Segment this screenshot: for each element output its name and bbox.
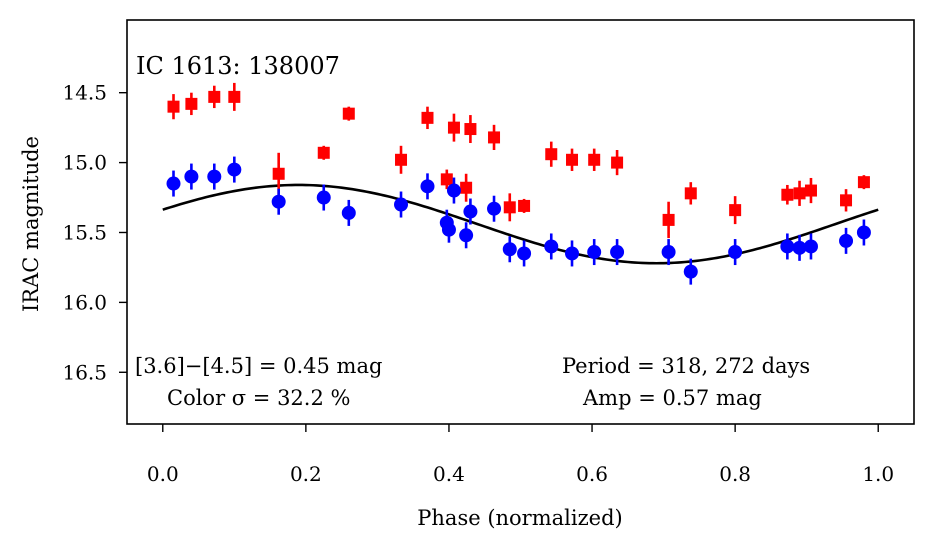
red-data-point	[342, 107, 355, 120]
red-data-point	[793, 187, 806, 200]
blue-data-point	[184, 169, 199, 184]
x-tick-label: 0.8	[719, 462, 751, 486]
red-data-point	[804, 184, 817, 197]
red-data-point	[228, 90, 241, 103]
red-data-point	[662, 213, 675, 226]
blue-data-point	[394, 197, 409, 212]
x-tick-label: 0.6	[576, 462, 608, 486]
y-tick-label: 15.0	[62, 151, 107, 175]
color-annotation: [3.6]−[4.5] = 0.45 mag	[135, 354, 382, 378]
plot-frame	[126, 19, 915, 425]
blue-data-point	[207, 169, 222, 184]
blue-data-point	[227, 162, 242, 177]
blue-data-point	[780, 239, 795, 254]
blue-data-point	[792, 240, 807, 255]
x-tick-label: 1.0	[862, 462, 894, 486]
red-data-point	[684, 187, 697, 200]
y-tick-label: 16.0	[62, 290, 107, 314]
red-data-point	[545, 148, 558, 161]
blue-series-layer	[166, 156, 871, 285]
red-data-point	[503, 201, 516, 214]
blue-data-point	[502, 242, 517, 257]
red-data-point	[395, 153, 408, 166]
blue-data-point	[728, 245, 743, 260]
red-data-point	[611, 156, 624, 169]
x-tick-label: 0.0	[147, 462, 179, 486]
red-data-point	[588, 153, 601, 166]
blue-data-point	[803, 239, 818, 254]
blue-data-point	[856, 225, 871, 240]
blue-data-point	[463, 204, 478, 219]
red-data-point	[272, 167, 285, 180]
red-data-point	[447, 121, 460, 134]
red-data-point	[488, 131, 501, 144]
red-data-point	[566, 153, 579, 166]
red-data-point	[840, 194, 853, 207]
color-sigma-annotation: Color σ = 32.2 %	[167, 386, 350, 410]
red-data-point	[208, 90, 221, 103]
amplitude-annotation: Amp = 0.57 mag	[582, 386, 762, 410]
blue-data-point	[459, 228, 474, 243]
blue-data-point	[441, 222, 456, 237]
red-data-point	[440, 173, 453, 186]
x-axis: 0.0 0.2 0.4 0.6 0.8 1.0	[147, 424, 894, 486]
red-data-point	[518, 199, 531, 212]
red-data-point	[464, 123, 477, 136]
blue-data-point	[661, 245, 676, 260]
y-axis-label: IRAC magnitude	[19, 136, 43, 312]
blue-data-point	[316, 190, 331, 205]
blue-data-point	[517, 246, 532, 261]
blue-data-point	[487, 201, 502, 216]
red-data-point	[421, 111, 434, 124]
y-tick-label: 16.5	[62, 360, 107, 384]
blue-data-point	[683, 264, 698, 279]
blue-data-point	[420, 179, 435, 194]
x-tick-label: 0.2	[290, 462, 322, 486]
blue-data-point	[166, 176, 181, 191]
blue-data-point	[446, 183, 461, 198]
fit-curve-layer	[162, 183, 879, 265]
red-data-point	[781, 188, 794, 201]
red-data-point	[185, 97, 198, 110]
blue-data-point	[610, 245, 625, 260]
blue-data-point	[839, 233, 854, 248]
red-data-point	[167, 100, 180, 113]
red-data-point	[857, 176, 870, 189]
chart-title: IC 1613: 138007	[136, 52, 340, 80]
x-axis-label: Phase (normalized)	[417, 506, 622, 530]
red-data-point	[317, 146, 330, 159]
red-series-layer	[167, 82, 870, 239]
y-tick-label: 15.5	[62, 220, 107, 244]
y-axis: 14.5 15.0 15.5 16.0 16.5	[62, 81, 127, 384]
fit-curve	[162, 183, 879, 265]
blue-data-point	[341, 205, 356, 220]
blue-data-point	[565, 246, 580, 261]
blue-data-point	[271, 194, 286, 209]
y-tick-label: 14.5	[62, 81, 107, 105]
blue-data-point	[544, 239, 559, 254]
blue-data-point	[587, 245, 602, 260]
red-data-point	[460, 181, 473, 194]
period-annotation: Period = 318, 272 days	[562, 354, 810, 378]
x-tick-label: 0.4	[433, 462, 465, 486]
red-data-point	[729, 204, 742, 217]
